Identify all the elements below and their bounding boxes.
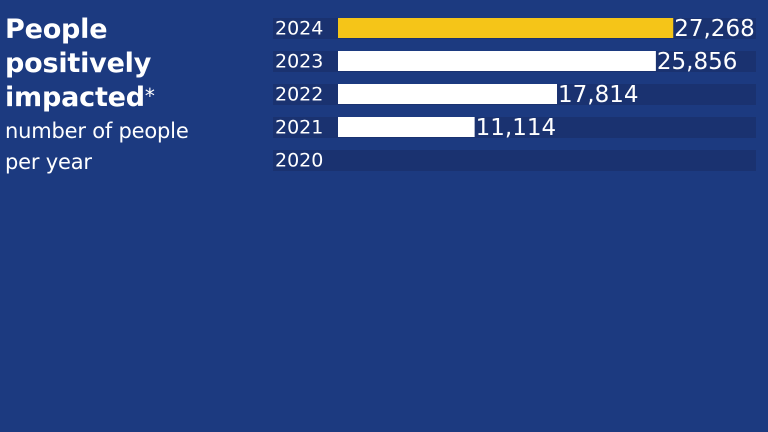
value-label-2022: 17,814 (558, 82, 638, 108)
title-line-1: People (5, 14, 108, 45)
category-label-2021: 2021 (275, 117, 323, 139)
title-line-3: impacted (5, 82, 145, 113)
subtitle-line-1: number of people (5, 119, 189, 143)
bar-2021 (338, 117, 475, 137)
bar-2022 (338, 84, 558, 104)
value-label-2021: 11,114 (476, 115, 556, 141)
title-asterisk: * (144, 84, 155, 108)
category-label-2022: 2022 (275, 84, 323, 106)
chart-subtitle: number of people per year (5, 116, 265, 178)
bar-2024 (338, 18, 674, 38)
category-label-2023: 2023 (275, 51, 323, 73)
bar-2023 (338, 51, 656, 71)
category-label-2020: 2020 (275, 150, 323, 172)
chart-title: People positively impacted* (5, 13, 265, 115)
subtitle-line-2: per year (5, 150, 92, 174)
chart-headline: People positively impacted* number of peop… (5, 13, 265, 178)
category-label-2024: 2024 (275, 18, 323, 40)
title-line-2: positively (5, 48, 152, 79)
value-label-2024: 27,268 (674, 16, 754, 42)
value-label-2023: 25,856 (657, 49, 737, 75)
row-track-2020 (273, 150, 756, 171)
